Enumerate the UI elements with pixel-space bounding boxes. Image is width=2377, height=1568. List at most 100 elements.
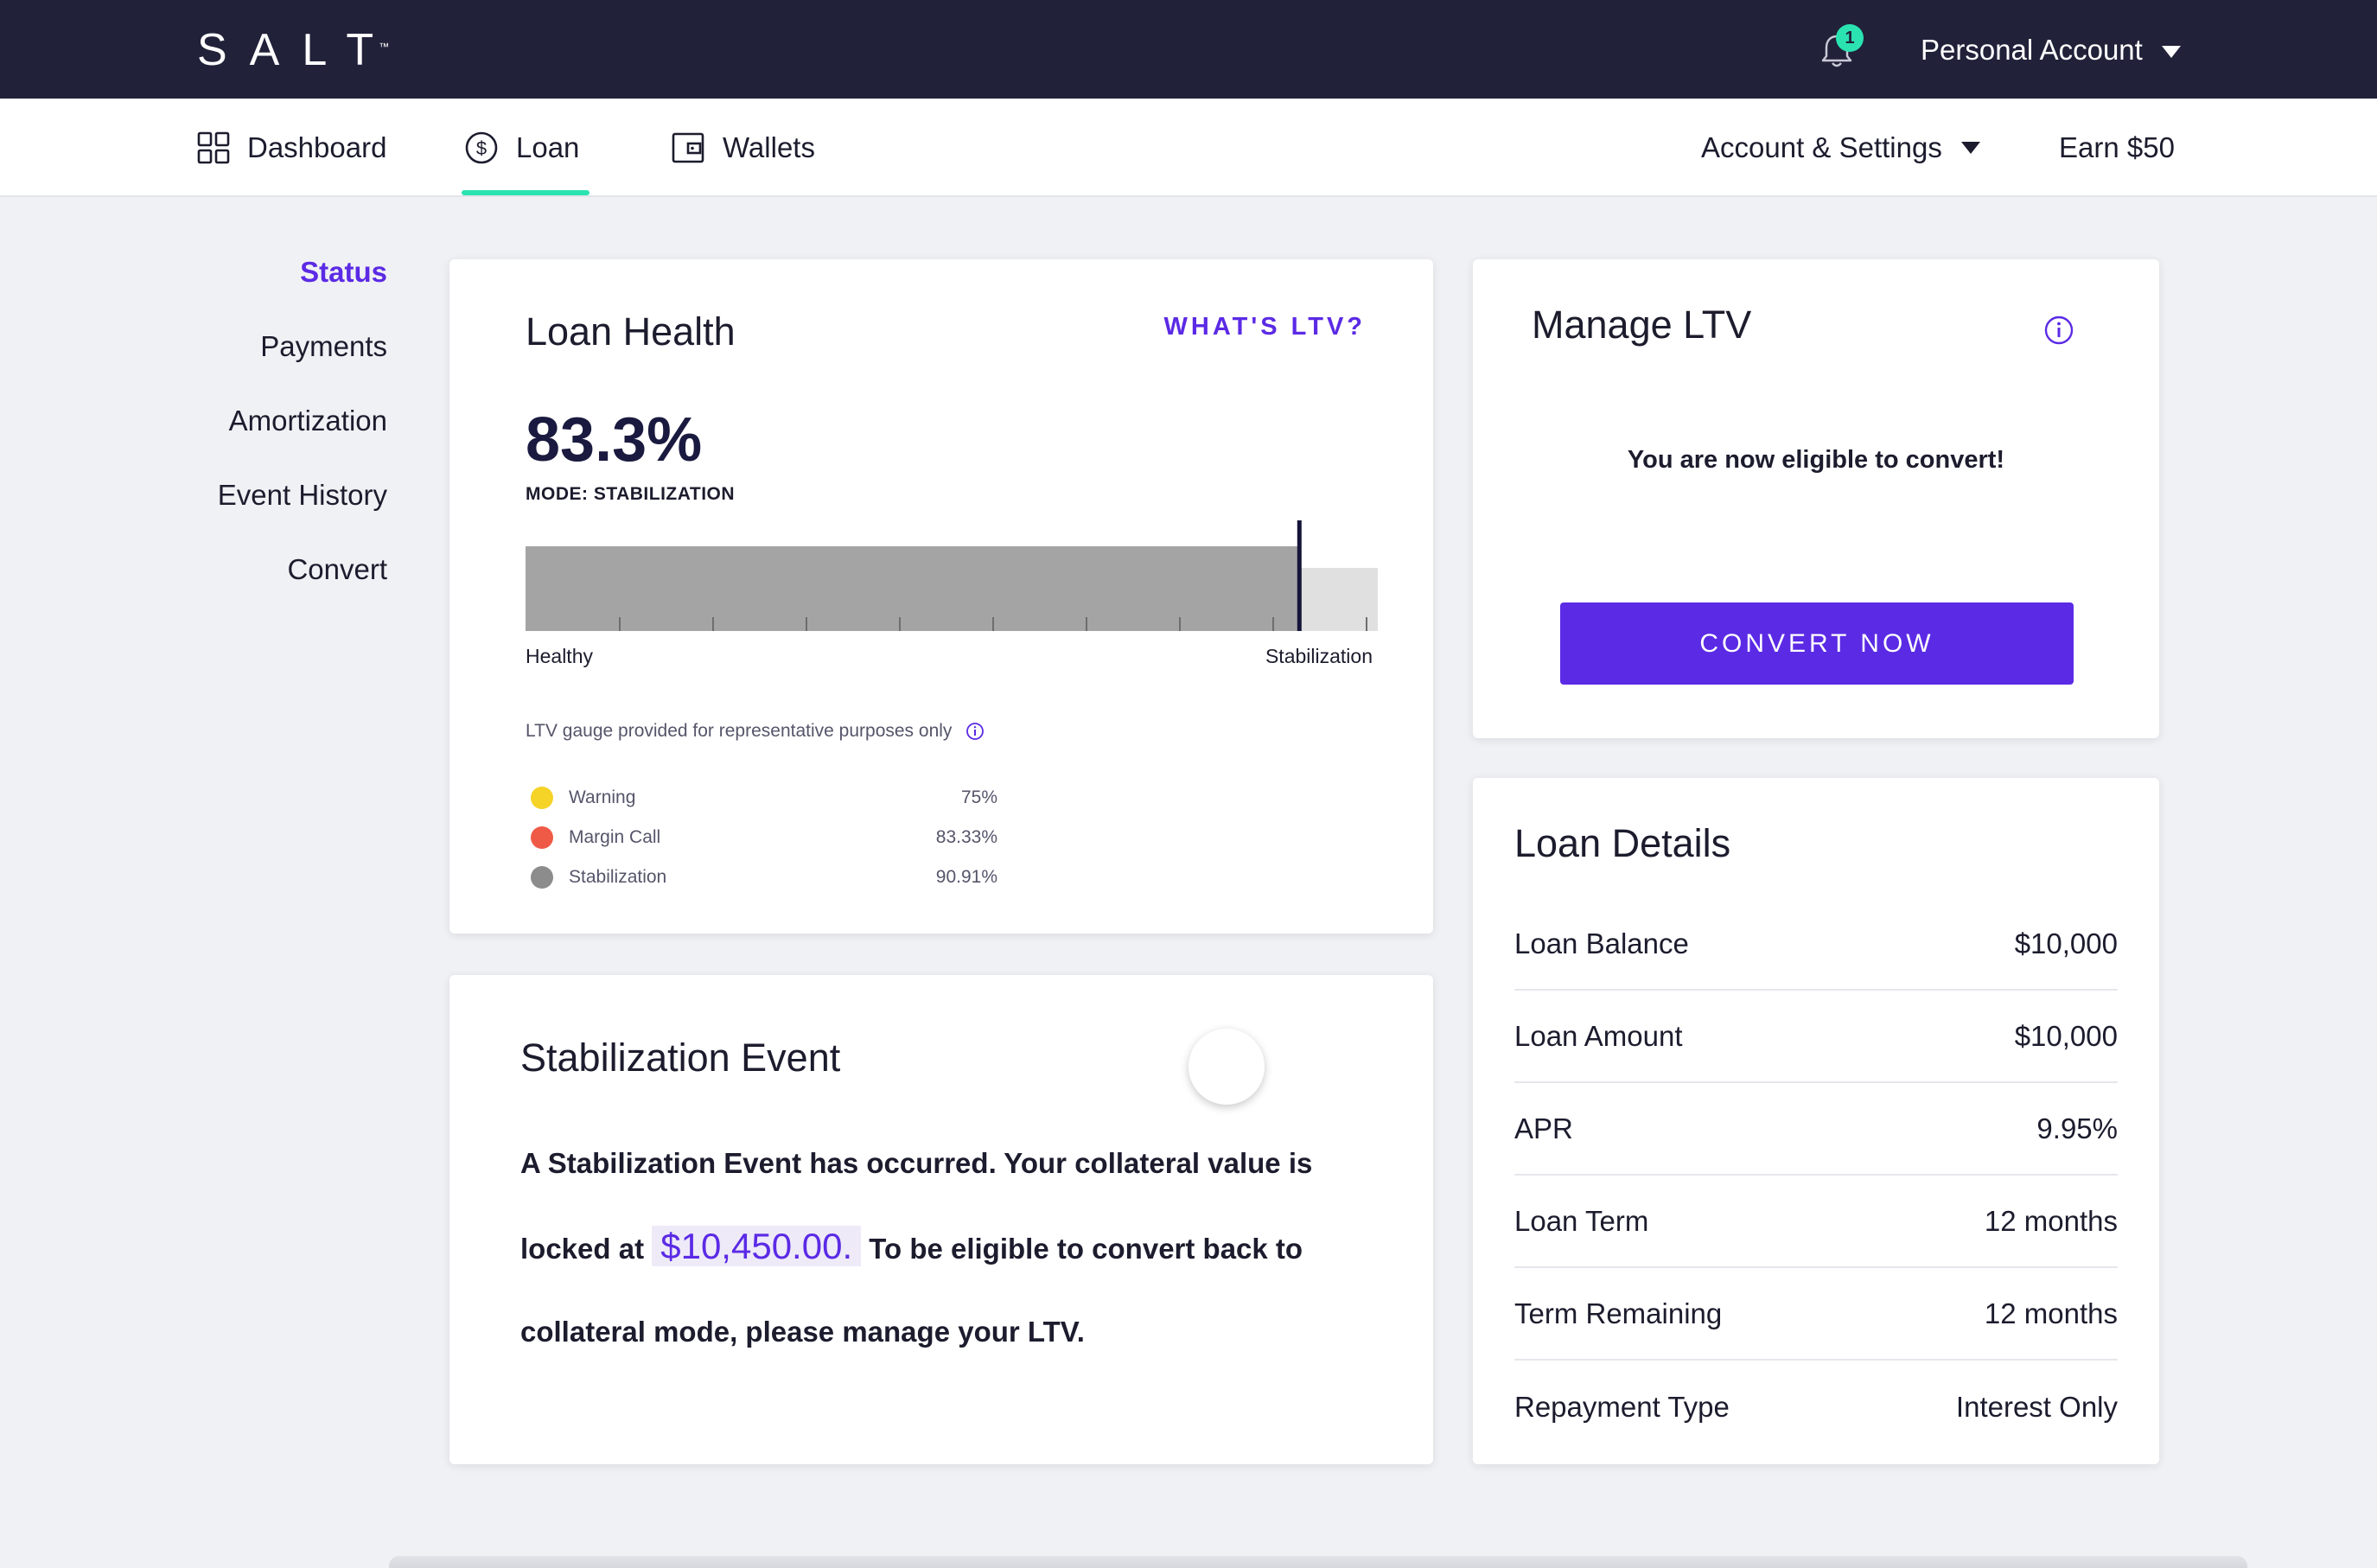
stabilization-text-after: To be eligible to convert back to collat… [520,1233,1303,1348]
legend-name: Warning [569,787,636,807]
loan-details-title: Loan Details [1514,821,1731,865]
nav-dashboard-label: Dashboard [247,131,387,163]
side-item-amortization[interactable]: Amortization [228,405,387,437]
logo-text: SALT [197,25,397,75]
detail-row-term-remaining: Term Remaining 12 months [1514,1269,2118,1361]
legend-value: 75% [960,787,997,807]
legend-row-stabilization: Stabilization 90.91% [531,857,997,897]
detail-row-loan-balance: Loan Balance $10,000 [1514,899,2118,991]
side-item-event-history[interactable]: Event History [217,479,387,511]
manage-ltv-title: Manage LTV [1532,303,1752,347]
legend-name: Stabilization [569,867,667,887]
svg-text:$: $ [476,137,487,159]
loan-health-card: Loan Health WHAT'S LTV? 83.3% MODE: STAB… [449,259,1433,934]
stabilization-event-text: A Stabilization Event has occurred. Your… [520,1122,1367,1374]
detail-value: 12 months [1984,1205,2118,1237]
ltv-gauge [526,520,1378,631]
ltv-mode: MODE: STABILIZATION [526,484,736,504]
loan-details-card: Loan Details Loan Balance $10,000 Loan A… [1473,778,2159,1464]
gauge-tick [1272,617,1274,631]
legend-value: 83.33% [935,827,997,847]
gauge-tick [1179,617,1181,631]
legend-row-warning: Warning 75% [531,778,997,818]
caret-down-icon [1960,142,1980,154]
detail-value: $10,000 [2014,927,2118,959]
legend-dot-warning [531,787,553,809]
gauge-disclaimer: LTV gauge provided for representative pu… [526,721,985,742]
legend-value: 90.91% [935,867,997,887]
gauge-tick [992,617,994,631]
gauge-tick [1366,617,1367,631]
ltv-percentage: 83.3% [526,405,703,475]
detail-label: Term Remaining [1514,1297,1723,1329]
detail-row-loan-term: Loan Term 12 months [1514,1176,2118,1268]
loan-health-title: Loan Health [526,309,736,354]
info-icon[interactable] [965,722,985,741]
detail-label: Loan Amount [1514,1020,1683,1052]
whats-ltv-link[interactable]: WHAT'S LTV? [1163,313,1366,341]
stabilization-text-before: A Stabilization Event has occurred. Your… [520,1147,1313,1265]
gauge-tick [899,617,901,631]
gauge-marker [1297,520,1302,631]
nav-wallets-label: Wallets [723,131,815,163]
legend-row-margin-call: Margin Call 83.33% [531,818,997,857]
stabilization-event-title: Stabilization Event [520,1036,841,1080]
nav-loan[interactable]: $ Loan [464,99,579,197]
ltv-legend: Warning 75% Margin Call 83.33% Stabiliza… [531,778,997,897]
gauge-tick [806,617,807,631]
detail-row-loan-amount: Loan Amount $10,000 [1514,991,2118,1083]
logo-trademark: ™ [379,41,390,53]
info-icon[interactable] [2043,315,2074,346]
legend-dot-margin-call [531,826,553,849]
account-settings-menu[interactable]: Account & Settings [1701,99,1980,197]
detail-value: 9.95% [2036,1112,2118,1144]
detail-row-apr: APR 9.95% [1514,1084,2118,1176]
account-settings-label: Account & Settings [1701,131,1942,163]
detail-value: Interest Only [1955,1391,2118,1423]
page-bottom-edge [389,1556,2247,1568]
wallet-icon [672,132,704,163]
locked-collateral-value: $10,450.00. [652,1226,862,1266]
detail-label: Loan Balance [1514,927,1689,959]
gauge-tick [619,617,621,631]
side-item-convert[interactable]: Convert [287,553,387,585]
account-menu-label: Personal Account [1921,34,2143,66]
detail-value: $10,000 [2014,1020,2118,1052]
gauge-disclaimer-text: LTV gauge provided for representative pu… [526,721,953,741]
convert-now-button[interactable]: CONVERT NOW [1560,602,2074,685]
gauge-ticks [619,617,1367,631]
stabilization-event-card: Stabilization Event A Stabilization Even… [449,975,1433,1464]
salt-logo[interactable]: SALT™ [197,26,406,74]
gauge-label-stabilization: Stabilization [1265,645,1373,667]
main-nav: Dashboard $ Loan Wallets Account & Setti… [0,99,2377,197]
dollar-circle-icon: $ [465,131,498,164]
detail-label: Loan Term [1514,1205,1649,1237]
side-item-payments[interactable]: Payments [260,330,387,362]
personal-account-menu[interactable]: Personal Account [1921,26,2181,74]
legend-dot-stabilization [531,866,553,889]
top-bar: SALT™ 1 Personal Account [0,0,2377,99]
legend-name: Margin Call [569,827,661,847]
earn-link[interactable]: Earn $50 [2059,99,2175,197]
eligibility-message: You are now eligible to convert! [1627,446,2005,474]
earn-label: Earn $50 [2059,131,2175,163]
side-item-status[interactable]: Status [300,256,387,288]
caret-down-icon [2161,46,2181,59]
gauge-fill [526,546,1300,631]
nav-wallets[interactable]: Wallets [671,99,815,197]
notification-badge: 1 [1836,24,1864,52]
dashboard-grid-icon [197,131,230,164]
loan-side-menu: Status Payments Amortization Event Histo… [156,251,387,622]
toggle-switch[interactable] [1188,1029,1265,1105]
nav-dashboard[interactable]: Dashboard [197,99,386,197]
gauge-label-healthy: Healthy [526,645,593,667]
detail-value: 12 months [1984,1297,2118,1329]
gauge-tick [1086,617,1087,631]
manage-ltv-card: Manage LTV You are now eligible to conve… [1473,259,2159,738]
nav-loan-label: Loan [516,131,580,163]
detail-label: Repayment Type [1514,1391,1730,1423]
nav-active-indicator [462,190,589,195]
detail-row-repayment-type: Repayment Type Interest Only [1514,1361,2118,1453]
detail-label: APR [1514,1112,1573,1144]
gauge-tick [712,617,714,631]
